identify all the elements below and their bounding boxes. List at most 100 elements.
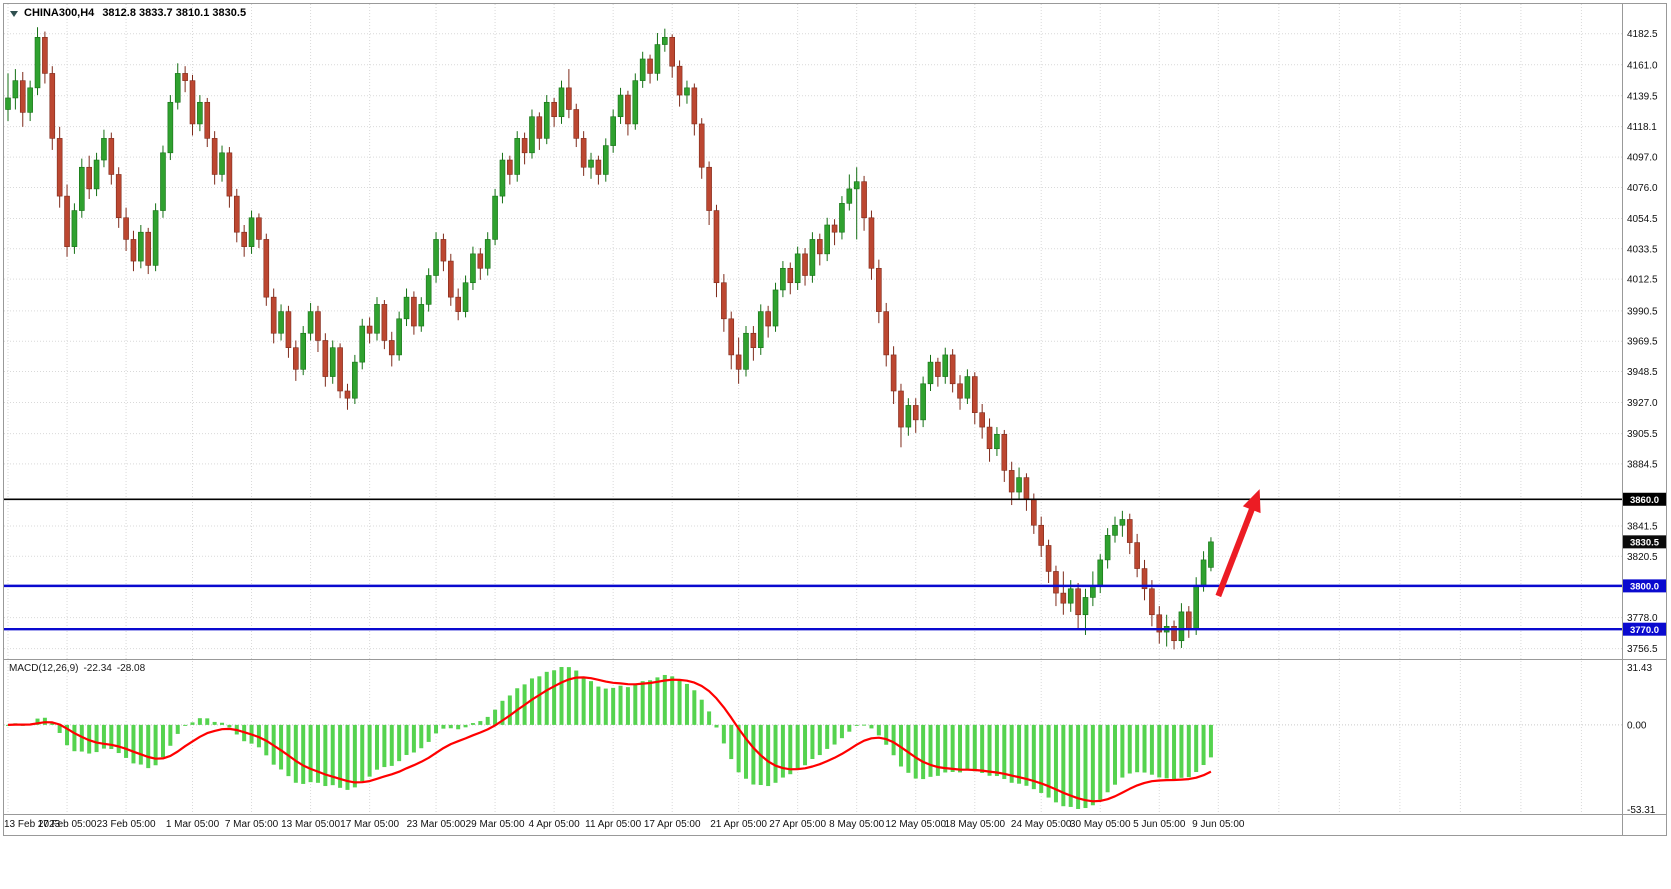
macd-name: MACD(12,26,9)	[9, 663, 79, 674]
macd-histogram-bar	[736, 724, 741, 773]
macd-histogram-bar	[773, 724, 778, 783]
candle-body	[743, 332, 749, 370]
price-tag	[1623, 535, 1666, 549]
candle-body	[1060, 592, 1067, 604]
candle-body	[927, 361, 934, 385]
price-axis-label: 3927.0	[1627, 398, 1658, 409]
trend-arrow-head[interactable]	[1242, 489, 1261, 514]
candle-body	[1001, 434, 1008, 471]
candle-body	[145, 231, 152, 266]
macd-histogram-bar	[670, 676, 675, 725]
candle-body	[684, 87, 690, 96]
macd-histogram-bar	[1031, 724, 1036, 790]
macd-histogram-bar	[116, 724, 121, 754]
time-axis-label: 9 Jun 05:00	[1192, 819, 1245, 830]
price-axis-label: 4054.5	[1627, 214, 1658, 225]
candle-body	[654, 44, 661, 74]
candle-body	[285, 311, 292, 348]
macd-histogram-bar	[832, 724, 837, 745]
candle-body	[160, 152, 166, 211]
price-tag	[1623, 579, 1666, 593]
price-tag	[1623, 492, 1666, 506]
candle-body	[735, 354, 742, 370]
candle-body	[204, 101, 211, 139]
time-axis-label: 12 May 05:00	[885, 819, 946, 830]
candle-body	[602, 145, 609, 175]
macd-histogram-bar	[529, 678, 534, 725]
macd-histogram-bar	[751, 724, 756, 785]
candle-body	[543, 101, 550, 139]
candle-body	[138, 231, 144, 262]
candle-body	[322, 340, 329, 377]
candle-body	[5, 97, 11, 110]
macd-histogram-bar	[1046, 724, 1051, 798]
macd-histogram-bar	[648, 680, 653, 725]
candle-body	[706, 166, 712, 211]
trend-arrow-shaft[interactable]	[1215, 505, 1256, 598]
candle-body	[484, 239, 491, 269]
price-axis-label: 4161.0	[1627, 60, 1658, 71]
price-tag	[1623, 622, 1666, 636]
candle-body	[12, 80, 19, 99]
macd-histogram-bar	[463, 724, 468, 728]
macd-histogram-bar	[79, 724, 84, 752]
candle-body	[79, 166, 85, 211]
time-axis-label: 13 Mar 05:00	[281, 819, 340, 830]
candle-body	[772, 289, 779, 327]
candle-body	[219, 152, 225, 175]
macd-histogram-bar	[721, 724, 726, 744]
candle-body	[329, 347, 336, 377]
macd-histogram-bar	[1127, 724, 1132, 774]
candle-body	[477, 253, 484, 269]
macd-histogram-bar	[197, 718, 202, 725]
candle-body	[514, 138, 521, 175]
candle-body	[721, 282, 727, 320]
time-axis-label: 8 May 05:00	[829, 819, 884, 830]
macd-histogram-bar	[168, 724, 173, 746]
macd-signal-value: -28.08	[116, 663, 146, 674]
candle-body	[802, 253, 808, 276]
candle-body	[1126, 519, 1133, 543]
macd-histogram-bar	[367, 724, 372, 777]
candle-body	[1112, 524, 1118, 536]
macd-histogram-bar	[1179, 724, 1184, 778]
time-axis-label: 17 Feb 05:00	[38, 819, 97, 830]
candle-body	[949, 354, 956, 385]
candle-body	[396, 318, 402, 356]
macd-histogram-bar	[662, 674, 667, 725]
candle-body	[1200, 559, 1207, 587]
candle-body	[1208, 541, 1214, 568]
candle-body	[647, 58, 653, 74]
candle-body	[757, 311, 764, 348]
macd-histogram-bar	[1172, 724, 1177, 780]
candle-body	[1075, 588, 1081, 616]
macd-histogram-bar	[1208, 724, 1213, 758]
macd-histogram-bar	[714, 724, 719, 728]
candle-body	[676, 65, 683, 96]
candle-body	[957, 383, 963, 399]
candle-body	[359, 325, 366, 363]
candle-body	[433, 239, 439, 276]
candle-body	[270, 296, 277, 334]
candle-body	[861, 181, 867, 219]
macd-histogram-bar	[633, 684, 638, 725]
macd-histogram-bar	[566, 667, 571, 725]
candle-body	[418, 304, 425, 327]
candle-body	[780, 267, 786, 291]
macd-histogram-bar	[766, 724, 771, 787]
candle-body	[101, 138, 107, 161]
candle-body	[787, 267, 794, 284]
symbol-title: CHINA300,H4 3812.8 3833.7 3810.1 3830.5	[10, 7, 246, 19]
candle-body	[1023, 477, 1030, 500]
candle-body	[152, 210, 159, 266]
price-axis-label: 3841.5	[1627, 521, 1658, 532]
macd-histogram-bar	[980, 724, 985, 773]
candle-body	[403, 296, 410, 320]
macd-histogram-bar	[1053, 724, 1058, 803]
candle-body	[839, 203, 845, 233]
candle-body	[1067, 588, 1074, 604]
macd-histogram-bar	[190, 722, 195, 725]
macd-histogram-bar	[441, 724, 446, 729]
macd-histogram-bar	[537, 676, 542, 725]
